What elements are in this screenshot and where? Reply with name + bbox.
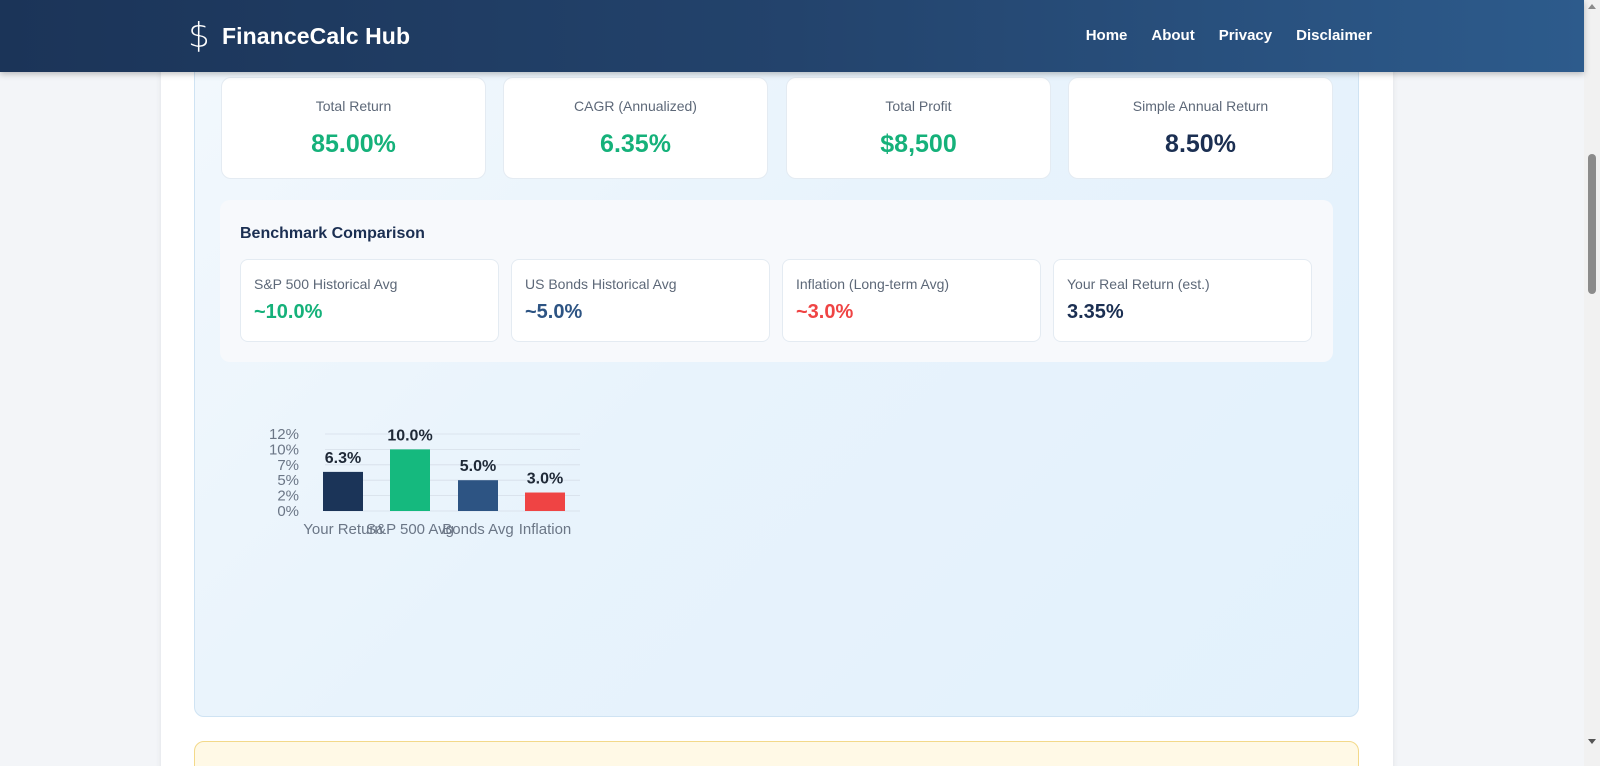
scroll-thumb[interactable] [1588,154,1596,294]
bar [458,480,498,511]
brand-logo[interactable]: $ FinanceCalc Hub [186,18,410,54]
x-tick-label: Inflation [519,521,572,538]
y-tick-label: 10% [269,441,299,458]
metric-card-simple-annual-return: Simple Annual Return 8.50% [1068,77,1333,179]
metric-label: Simple Annual Return [1132,98,1269,114]
metric-label: Total Profit [885,98,952,114]
metric-card-cagr: CAGR (Annualized) 6.35% [503,77,768,179]
benchmark-comparison-section: Benchmark Comparison S&P 500 Historical … [220,200,1333,362]
metric-label: Total Return [315,98,392,114]
benchmark-label: US Bonds Historical Avg [525,276,677,292]
x-tick-label: S&P 500 Avg [366,521,454,538]
benchmark-label: S&P 500 Historical Avg [254,276,398,292]
brand-name: FinanceCalc Hub [222,22,411,49]
bar [390,449,430,511]
data-label: 5.0% [460,458,496,475]
benchmark-label: Your Real Return (est.) [1067,276,1210,292]
metric-card-total-profit: Total Profit $8,500 [786,77,1051,179]
benchmark-value: ~5.0% [525,301,583,323]
data-label: 6.3% [325,450,361,467]
notice-box [194,741,1359,766]
metric-value: 6.35% [600,130,671,158]
bar-chart-svg: 0%2%5%7%10%12% 6.3% Your Return 10.0% S&P 50… [269,426,580,538]
data-label: 10.0% [387,427,432,444]
benchmark-bar-chart: 0% 2% 5% 7% 10% 12% 6.3% Your Return 10.0% S&P 50… [255,410,595,550]
vertical-scrollbar[interactable] [1584,0,1600,766]
y-tick-label: 2% [277,488,299,505]
metric-label: CAGR (Annualized) [574,98,697,114]
metric-value: $8,500 [880,130,957,158]
nav-link-privacy[interactable]: Privacy [1218,27,1273,44]
nav-link-home[interactable]: Home [1085,27,1128,44]
bar [323,471,363,511]
main-nav: Home About Privacy Disclaimer [1086,24,1372,48]
benchmark-value: 3.35% [1067,301,1124,323]
benchmark-card-inflation: Inflation (Long-term Avg) ~3.0% [782,259,1041,342]
benchmark-value: ~10.0% [254,301,323,323]
metric-value: 85.00% [311,130,396,158]
scroll-up-arrow-icon[interactable] [1588,4,1596,9]
x-tick-label: Bonds Avg [442,521,513,538]
benchmark-label: Inflation (Long-term Avg) [796,276,950,292]
data-label: 3.0% [527,471,563,488]
y-tick-label: 5% [277,472,299,489]
section-title: Benchmark Comparison [240,225,425,242]
nav-link-about[interactable]: About [1151,27,1195,44]
y-tick-label: 7% [277,457,299,474]
benchmark-card-real-return: Your Real Return (est.) 3.35% [1053,259,1312,342]
nav-link-disclaimer[interactable]: Disclaimer [1296,27,1372,44]
dollar-sign-icon: $ [188,16,210,56]
y-tick-label: 12% [269,426,299,443]
benchmark-card-sp500: S&P 500 Historical Avg ~10.0% [240,259,499,342]
metric-card-total-return: Total Return 85.00% [221,77,486,179]
metric-value: 8.50% [1165,130,1236,158]
y-tick-label: 0% [277,503,299,520]
x-tick-label: Your Return [303,521,383,538]
scroll-down-arrow-icon[interactable] [1588,739,1596,744]
bar [525,492,565,511]
benchmark-value: ~3.0% [796,301,854,323]
top-navbar: $ FinanceCalc Hub Home About Privacy Dis… [0,0,1584,72]
benchmark-card-bonds: US Bonds Historical Avg ~5.0% [511,259,770,342]
